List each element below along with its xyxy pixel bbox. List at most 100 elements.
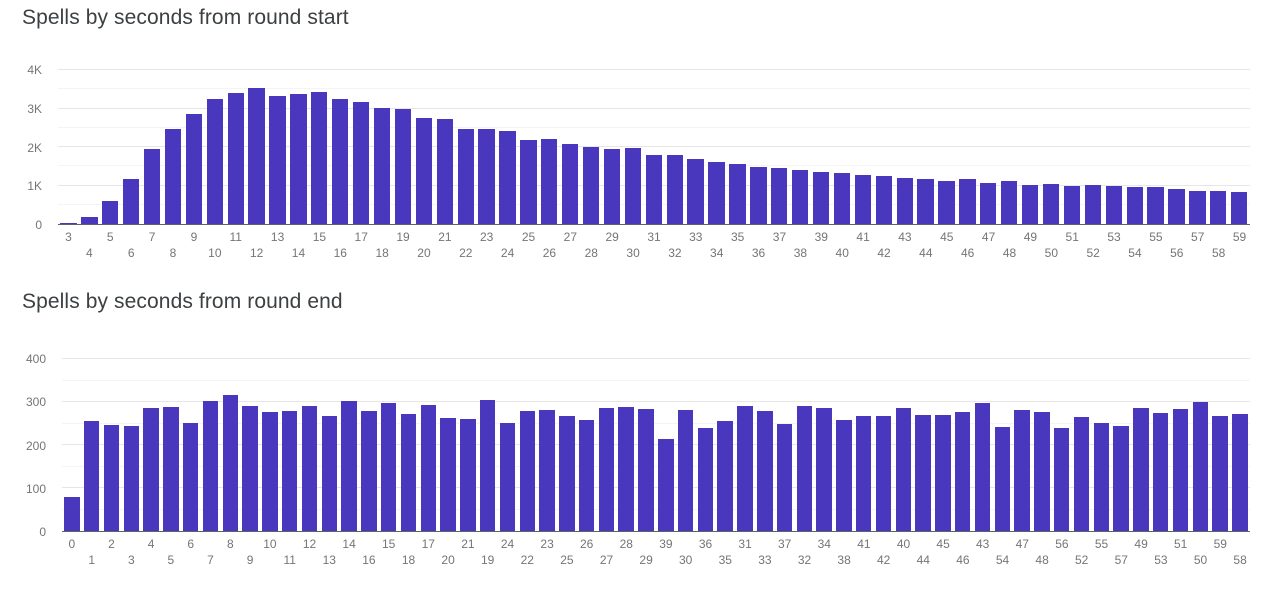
bar[interactable] xyxy=(102,201,119,224)
bar[interactable] xyxy=(836,419,852,531)
bar[interactable] xyxy=(812,171,830,224)
bar[interactable] xyxy=(206,98,223,224)
bar[interactable] xyxy=(520,139,537,224)
bar[interactable] xyxy=(478,129,495,224)
bar[interactable] xyxy=(182,423,199,531)
bar[interactable] xyxy=(281,410,298,531)
bar[interactable] xyxy=(541,138,558,224)
bar[interactable] xyxy=(242,405,258,531)
bar[interactable] xyxy=(123,178,140,224)
bar[interactable] xyxy=(1034,412,1050,531)
bar[interactable] xyxy=(935,414,951,531)
bar[interactable] xyxy=(1147,187,1164,224)
bar[interactable] xyxy=(938,180,955,224)
bar[interactable] xyxy=(341,400,357,531)
bar[interactable] xyxy=(895,408,912,531)
bar[interactable] xyxy=(163,407,179,531)
bar[interactable] xyxy=(796,406,813,531)
bar[interactable] xyxy=(1113,425,1129,531)
bar[interactable] xyxy=(677,409,694,531)
bar[interactable] xyxy=(1172,408,1189,531)
bar[interactable] xyxy=(717,420,733,531)
bar[interactable] xyxy=(638,409,654,531)
bar[interactable] xyxy=(618,406,634,531)
bar[interactable] xyxy=(400,414,417,531)
bar[interactable] xyxy=(980,183,997,224)
bar[interactable] xyxy=(380,403,397,531)
bar[interactable] xyxy=(352,101,370,224)
bar[interactable] xyxy=(185,114,203,224)
bar[interactable] xyxy=(457,128,474,224)
bar[interactable] xyxy=(415,118,432,224)
bar[interactable] xyxy=(394,108,412,224)
bar[interactable] xyxy=(60,222,77,224)
bar[interactable] xyxy=(519,411,535,531)
bar[interactable] xyxy=(582,146,600,224)
bar[interactable] xyxy=(164,128,182,224)
bar[interactable] xyxy=(269,96,286,224)
bar[interactable] xyxy=(81,217,98,224)
bar[interactable] xyxy=(1232,413,1248,531)
bar[interactable] xyxy=(729,163,746,224)
bar[interactable] xyxy=(856,415,872,531)
bar[interactable] xyxy=(143,148,161,224)
bar[interactable] xyxy=(1153,413,1169,531)
bar[interactable] xyxy=(1168,188,1185,224)
bar[interactable] xyxy=(222,394,238,531)
bar[interactable] xyxy=(1054,428,1070,531)
bar[interactable] xyxy=(311,91,328,224)
bar[interactable] xyxy=(917,178,934,224)
bar[interactable] xyxy=(771,167,788,224)
bar[interactable] xyxy=(1231,192,1248,224)
bar[interactable] xyxy=(123,425,139,531)
bar[interactable] xyxy=(1192,402,1209,531)
bar[interactable] xyxy=(776,423,793,531)
bar[interactable] xyxy=(645,154,662,224)
bar[interactable] xyxy=(1212,415,1228,531)
bar[interactable] xyxy=(875,176,892,224)
bar[interactable] xyxy=(708,162,725,224)
bar[interactable] xyxy=(361,411,377,531)
bar[interactable] xyxy=(248,88,265,224)
bar[interactable] xyxy=(436,118,453,224)
bar[interactable] xyxy=(499,130,516,224)
bar[interactable] xyxy=(875,415,892,531)
bar[interactable] xyxy=(499,423,516,531)
bar[interactable] xyxy=(373,108,391,224)
bar[interactable] xyxy=(290,94,307,224)
bar[interactable] xyxy=(83,421,100,531)
bar[interactable] xyxy=(440,418,456,531)
bar[interactable] xyxy=(301,406,318,531)
bar[interactable] xyxy=(915,414,931,531)
bar[interactable] xyxy=(559,416,575,531)
bar[interactable] xyxy=(1210,190,1227,224)
bar[interactable] xyxy=(687,158,704,224)
bar[interactable] xyxy=(854,174,872,224)
bar[interactable] xyxy=(262,412,278,531)
bar[interactable] xyxy=(737,405,753,531)
bar[interactable] xyxy=(1093,423,1110,531)
bar[interactable] xyxy=(1105,185,1122,224)
bar[interactable] xyxy=(959,179,976,224)
bar[interactable] xyxy=(1189,190,1206,224)
bar[interactable] xyxy=(994,426,1011,531)
bar[interactable] xyxy=(332,98,349,224)
bar[interactable] xyxy=(624,147,642,224)
bar[interactable] xyxy=(757,411,773,531)
bar[interactable] xyxy=(479,400,496,531)
bar[interactable] xyxy=(64,496,80,531)
bar[interactable] xyxy=(539,410,555,531)
bar[interactable] xyxy=(666,155,683,224)
bar[interactable] xyxy=(598,408,615,531)
bar[interactable] xyxy=(202,400,219,531)
bar[interactable] xyxy=(833,172,851,224)
bar[interactable] xyxy=(896,178,913,224)
bar[interactable] xyxy=(1126,187,1143,224)
bar[interactable] xyxy=(227,93,244,224)
bar[interactable] xyxy=(321,415,337,531)
bar[interactable] xyxy=(1021,184,1039,224)
bar[interactable] xyxy=(603,148,621,224)
bar[interactable] xyxy=(974,403,991,531)
bar[interactable] xyxy=(750,166,767,224)
bar[interactable] xyxy=(143,408,159,531)
